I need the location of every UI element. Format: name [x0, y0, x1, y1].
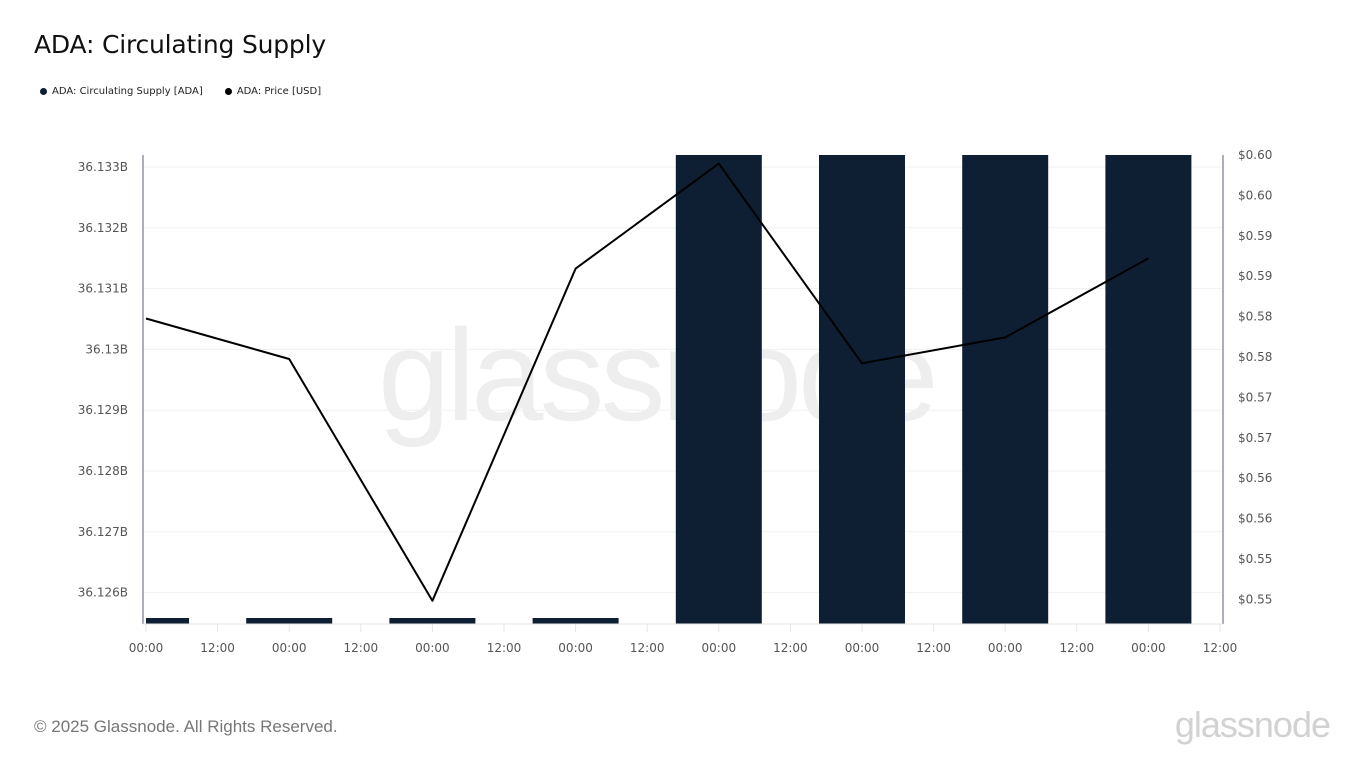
legend-label: ADA: Price [USD] [236, 86, 322, 97]
left-axis-tick: 36.131B [78, 282, 128, 296]
left-axis-tick: 36.127B [78, 525, 128, 539]
right-axis-tick: $0.58 [1238, 350, 1272, 364]
supply-bar [246, 618, 333, 624]
left-axis-tick: 36.133B [78, 160, 128, 174]
legend-dot-icon [224, 88, 232, 95]
x-axis-tick: 00:00 [1131, 641, 1166, 655]
right-axis-tick: $0.59 [1238, 269, 1272, 283]
supply-bar [1105, 155, 1192, 624]
x-axis-tick: 00:00 [845, 641, 880, 655]
x-axis-tick: 12:00 [487, 641, 522, 655]
chart-title: ADA: Circulating Supply [34, 30, 326, 59]
x-axis-tick: 12:00 [344, 641, 379, 655]
supply-bar [962, 155, 1049, 624]
x-axis-tick: 00:00 [415, 641, 450, 655]
x-axis-tick: 12:00 [773, 641, 808, 655]
x-axis-tick: 12:00 [1203, 641, 1238, 655]
supply-bar [675, 155, 762, 624]
x-axis-tick: 00:00 [129, 641, 164, 655]
right-axis-tick: $0.57 [1238, 431, 1272, 445]
right-axis-tick: $0.57 [1238, 390, 1272, 404]
right-axis-tick: $0.60 [1238, 148, 1272, 162]
legend-dot-icon [40, 88, 47, 95]
left-axis-tick: 36.13B [85, 342, 128, 356]
price-line [145, 162, 1149, 602]
x-axis-tick: 12:00 [1060, 641, 1095, 655]
right-axis-tick: $0.56 [1238, 512, 1272, 526]
left-axis-tick: 36.128B [78, 464, 128, 478]
left-axis-tick: 36.129B [78, 403, 128, 417]
legend-item-price[interactable]: ADA: Price [USD] [224, 86, 322, 97]
x-axis-tick: 12:00 [916, 641, 951, 655]
supply-bar [389, 618, 476, 624]
right-axis-tick: $0.58 [1238, 310, 1272, 324]
supply-bars [146, 155, 1192, 624]
axes: 36.133B 36.132B 36.131B 36.13B 36.129B 36.128… [78, 148, 1273, 655]
x-axis-tick: 00:00 [988, 641, 1023, 655]
legend: ADA: Circulating Supply [ADA] ADA: Price… [40, 86, 321, 97]
right-axis-tick: $0.55 [1238, 592, 1272, 606]
right-axis-tick: $0.59 [1238, 229, 1272, 243]
supply-bar [532, 618, 619, 624]
right-axis-tick: $0.60 [1238, 188, 1272, 202]
supply-bar [146, 618, 189, 624]
legend-item-supply[interactable]: ADA: Circulating Supply [ADA] [40, 86, 203, 97]
right-axis-tick: $0.55 [1238, 552, 1272, 566]
x-axis-tick: 12:00 [200, 641, 235, 655]
left-axis-tick: 36.132B [78, 221, 128, 235]
supply-bar [819, 155, 905, 624]
x-axis-tick: 00:00 [558, 641, 593, 655]
brand-logo: glassnode [1174, 704, 1331, 745]
x-axis-tick: 00:00 [272, 641, 307, 655]
price-line-path [145, 162, 1149, 602]
x-axis-tick: 12:00 [630, 641, 665, 655]
legend-label: ADA: Circulating Supply [ADA] [52, 86, 203, 97]
left-axis-tick: 36.126B [78, 586, 128, 600]
x-axis-tick: 00:00 [702, 641, 737, 655]
copyright: © 2025 Glassnode. All Rights Reserved. [34, 717, 338, 736]
right-axis-tick: $0.56 [1238, 471, 1272, 485]
